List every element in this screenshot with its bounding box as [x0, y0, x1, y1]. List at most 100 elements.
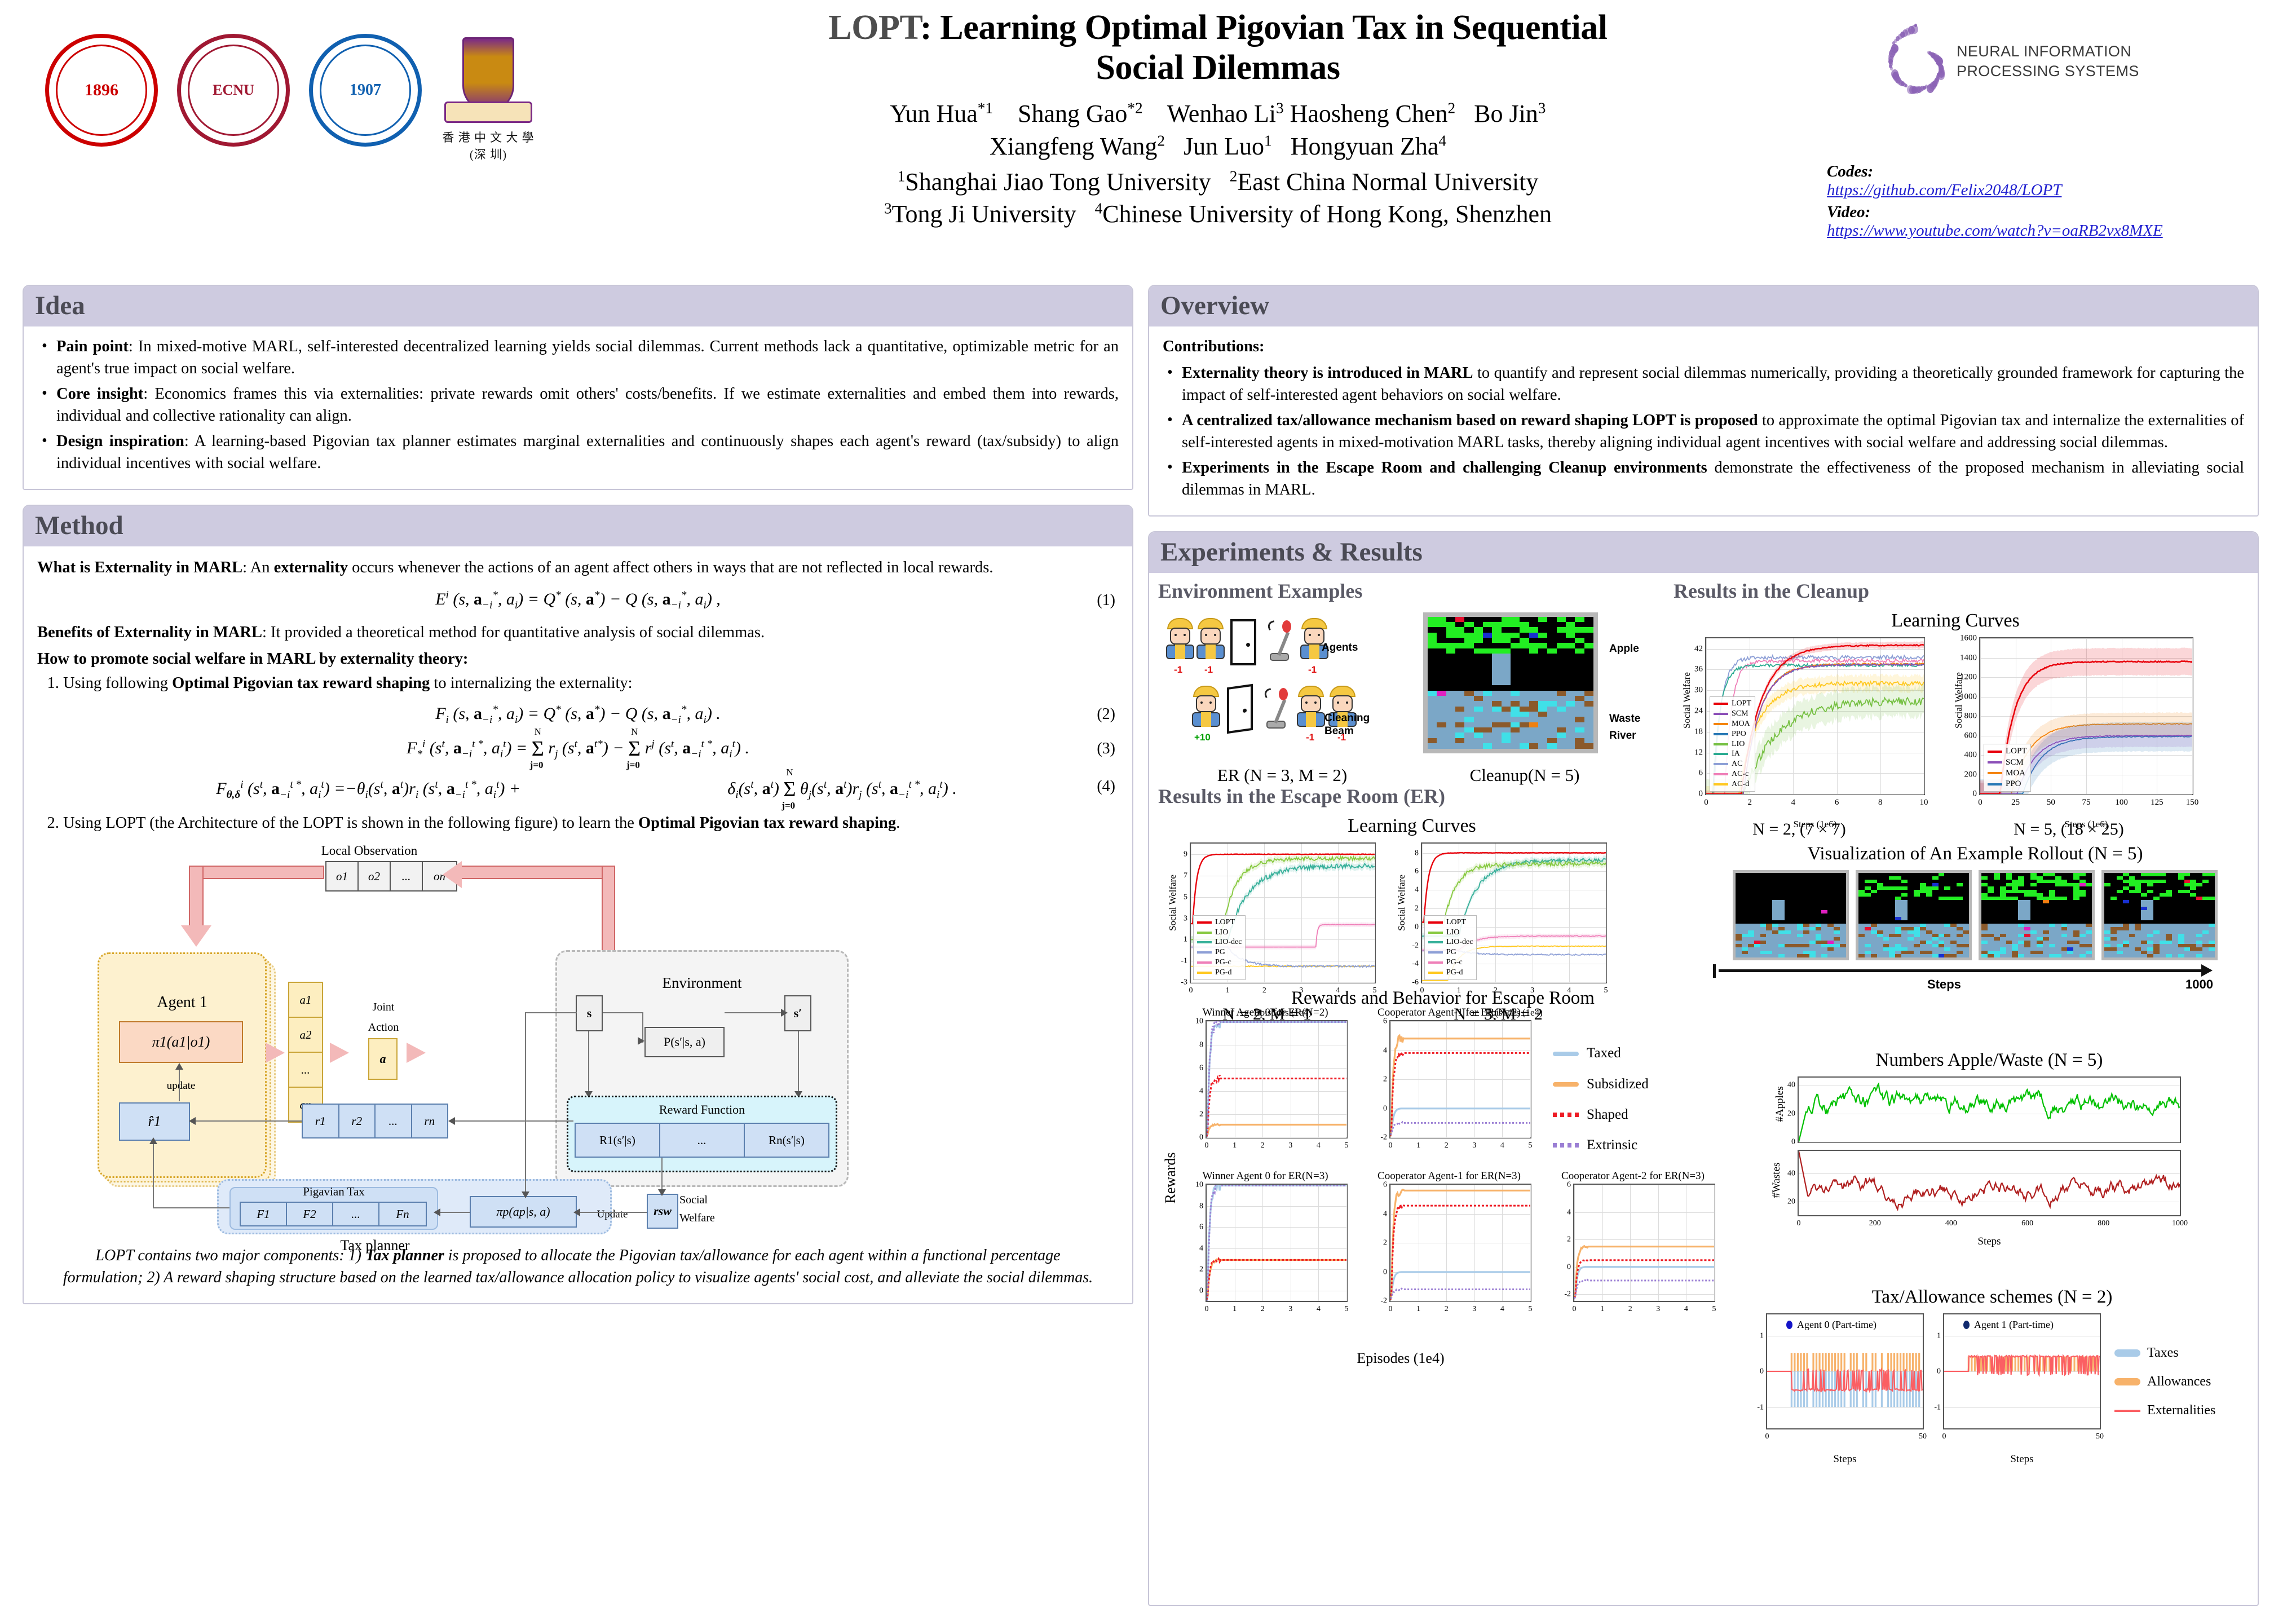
rvec-cell-0: r1	[303, 1105, 339, 1138]
legend-swatch-icon	[1988, 761, 2002, 764]
legend-item: PG-d	[1197, 968, 1242, 978]
state-box: s	[576, 995, 603, 1032]
list-item: Experiments in the Escape Room and chall…	[1167, 457, 2244, 501]
legend-externalities: Externalities	[2147, 1403, 2216, 1418]
y-tick: 10	[1195, 1180, 1203, 1189]
method-item2-bold: Optimal Pigovian tax reward shaping	[638, 814, 897, 832]
y-tick: 3	[1184, 914, 1187, 923]
cleanup-learning-curves-title: Learning Curves	[1891, 610, 2020, 631]
y-tick: 0	[1383, 1104, 1387, 1113]
x-tick: 2	[1260, 1141, 1265, 1150]
y-tick: 8	[1415, 848, 1419, 857]
list-item: Core insight: Economics frames this via …	[42, 383, 1119, 427]
title-block: LOPT: Learning Optimal Pigovian Tax in S…	[665, 8, 1770, 230]
x-tick: 4	[1316, 1141, 1321, 1150]
agent-avatar-icon	[1295, 685, 1327, 727]
rvec-cell-3: rn	[424, 1114, 435, 1128]
legend-label: PG-c	[1446, 958, 1463, 967]
x-tick: 1	[1416, 1305, 1421, 1314]
equation-4: Fθ,δi (st, a−it *, ait) =−θi(st, at)ri (…	[216, 766, 1115, 811]
er-n2-xlabel: Episodes (1e4)	[1254, 1007, 1312, 1018]
legend-item: LOPT	[1428, 917, 1473, 928]
legend-label: SCM	[1732, 709, 1749, 718]
method-paragraph-1: What is Externality in MARL: An external…	[37, 557, 1119, 579]
ov-bullet-1-lead: A centralized tax/allowance mechanism ba…	[1182, 412, 1758, 430]
affiliation-line-1: 1Shanghai Jiao Tong University 2East Chi…	[897, 167, 1539, 196]
rewards-axis-label: Rewards	[1162, 1152, 1178, 1204]
cleanup-apple-label: Apple	[1609, 642, 1639, 655]
legend-label: LIO	[1446, 928, 1460, 937]
neurips-dots-icon	[1866, 11, 1951, 112]
rewards-behavior-title: Rewards and Behavior for Escape Room	[1291, 988, 1595, 1009]
neurips-line-2: PROCESSING SYSTEMS	[1957, 63, 2139, 80]
reward-value: -1	[1174, 664, 1183, 675]
er-env-caption: ER (N = 3, M = 2)	[1217, 765, 1348, 785]
author-list: Yun Hua*1 Shang Gao*2 Wenhao Li3 Haoshen…	[665, 98, 1770, 162]
video-link[interactable]: https://www.youtube.com/watch?v=oaRB2vx8…	[1827, 222, 2163, 240]
legend-item: LIO	[1197, 928, 1242, 938]
x-tick: 4	[1567, 986, 1571, 995]
tax-panel-label: Agent 0 (Part-time)	[1786, 1318, 1876, 1332]
er-n3-xlabel: Episodes (1e4)	[1485, 1007, 1543, 1018]
obs-cell-2: ...	[391, 862, 423, 891]
tax-cells: F1 F2 ... Fn	[240, 1202, 427, 1227]
x-tick: 1	[1233, 1141, 1237, 1150]
legend-label: LIO-dec	[1446, 938, 1473, 947]
method-item1-b: to internalizing the externality:	[430, 674, 633, 692]
codes-link[interactable]: https://github.com/Felix2048/LOPT	[1827, 181, 2062, 199]
er-results-block: Results in the Escape Room (ER) Learning…	[1158, 780, 1666, 1026]
title-separator: :	[920, 8, 941, 47]
x-tick: 50	[2096, 1432, 2104, 1441]
tax0-xlabel: Steps	[1833, 1453, 1857, 1466]
agent-avatar-icon	[1298, 617, 1331, 660]
legend-item: PG-d	[1428, 968, 1473, 978]
y-tick: 6	[1383, 1180, 1387, 1189]
x-tick: 50	[2046, 798, 2055, 807]
legend-label: MOA	[1732, 719, 1750, 728]
logo-tongji: 1907	[309, 34, 422, 147]
codes-label: Codes:	[1827, 162, 1874, 180]
legend-item: SCM	[1714, 709, 1751, 719]
y-tick: 1	[1937, 1331, 1941, 1340]
x-tick: 400	[1945, 1219, 1957, 1228]
y-tick: -2	[1380, 1133, 1387, 1142]
environment-examples-block: Environment Examples -1 -1 -1 +10 -1 -1 Agent…	[1158, 575, 1660, 787]
legend-swatch-icon	[1714, 783, 1728, 786]
y-tick: 0	[1698, 789, 1703, 798]
panel-winner-n3: Winner Agent 0 for ER(N=3) 0 2 4 6 8 10 0 1 2 3 4 5	[1183, 1170, 1349, 1313]
y-tick: 6	[1199, 1063, 1203, 1073]
agent-avatar-icon	[1326, 685, 1359, 727]
cleanup-n2-ylabel: Social Welfare	[1681, 672, 1692, 729]
panel-experiments: Experiments & Results Environment Exampl…	[1148, 531, 2259, 1607]
idea-bullet-0-text: : In mixed-motive MARL, self-interested …	[56, 338, 1119, 378]
legend-swatch-icon	[1428, 961, 1443, 964]
y-tick: 4	[1567, 1208, 1571, 1217]
equation-2-number: (2)	[1097, 705, 1115, 723]
tax-scheme-title: Tax/Allowance schemes (N = 2)	[1871, 1287, 2113, 1308]
x-tick: 4	[1336, 986, 1340, 995]
chart-er-n3m2: -6 -4 -2 0 2 4 6 8 0 1 2 3 4 5 LOPT LIO LIO-dec PG PG-c PG-…	[1389, 842, 1608, 1026]
legend-label: LIO	[1732, 739, 1745, 748]
idea-bullet-1-lead: Core insight	[56, 385, 144, 403]
legend-label: PPO	[1732, 729, 1746, 738]
legend-label: AC-c	[1732, 770, 1749, 779]
action-cells: a1 a2 ... an	[288, 982, 323, 1123]
ov-bullet-2-lead: Experiments in the Escape Room and chall…	[1182, 459, 1707, 477]
legend-item: PG	[1428, 947, 1473, 957]
y-tick: 4	[1383, 1210, 1387, 1219]
y-tick: 6	[1383, 1017, 1387, 1026]
legend-item: AC-c	[1714, 769, 1751, 779]
rollout-frame	[1979, 870, 2095, 961]
x-tick: 200	[1869, 1219, 1881, 1228]
rollout-steps-label: Steps	[1927, 977, 1961, 992]
idea-bullet-2-lead: Design inspiration	[56, 433, 184, 451]
subsidized-swatch-icon	[1553, 1082, 1579, 1087]
x-tick: 5	[1344, 1305, 1349, 1314]
tax-cell-3: Fn	[396, 1207, 409, 1221]
method-item1-a: Using following	[63, 674, 173, 692]
y-tick: -4	[1412, 959, 1419, 968]
rhat-box: r̂1	[119, 1102, 190, 1141]
reward-value: +10	[1194, 731, 1211, 743]
y-tick: 2	[1415, 904, 1419, 913]
list-item: Using following Optimal Pigovian tax rew…	[63, 672, 1119, 811]
